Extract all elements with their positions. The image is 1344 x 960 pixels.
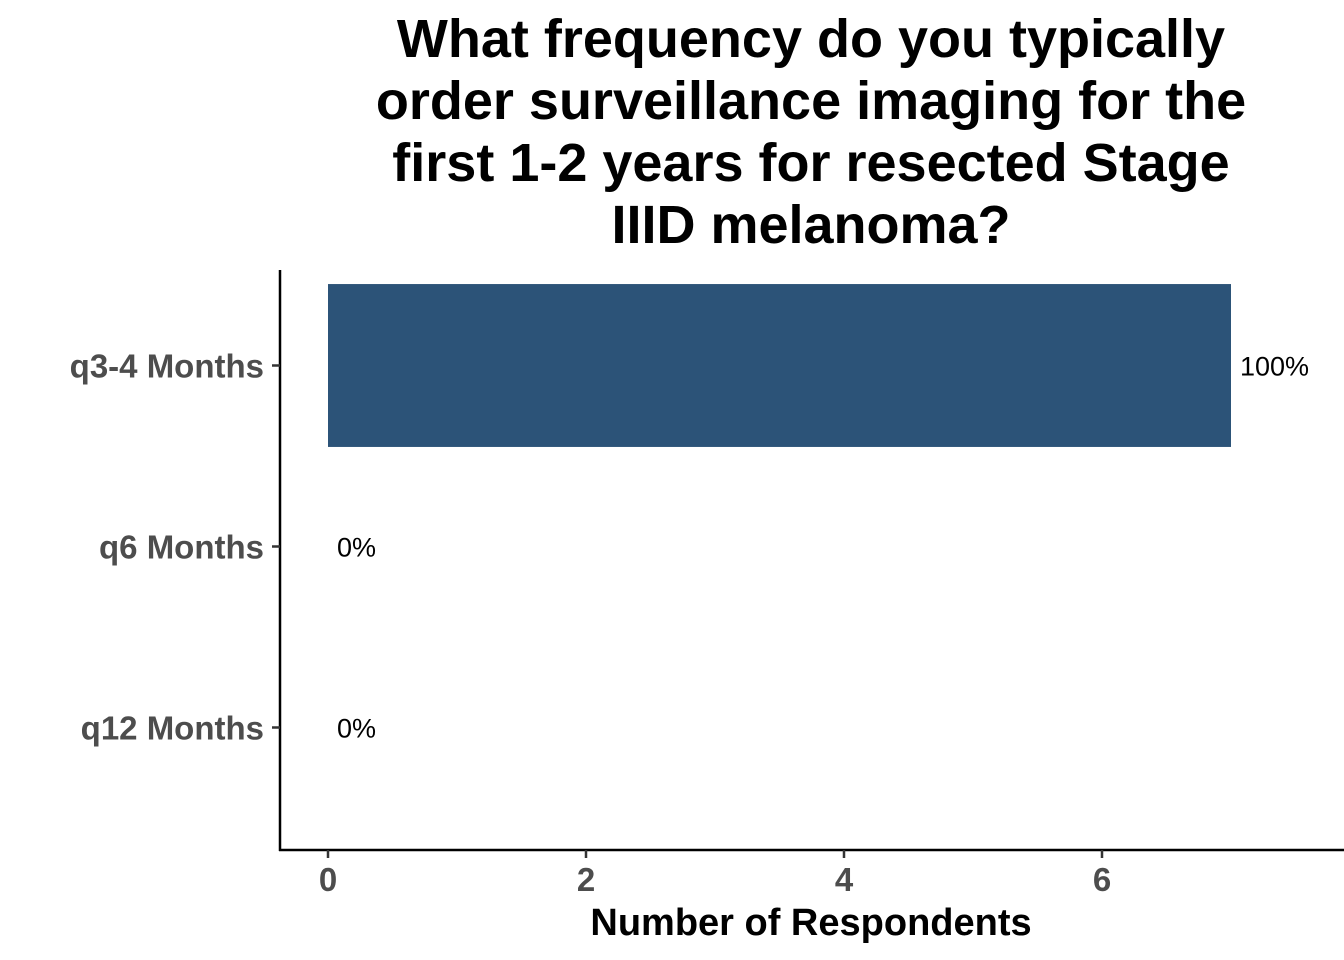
y-tick-label-q6-months: q6 Months xyxy=(99,529,264,566)
chart-title-line-2: order surveillance imaging for the xyxy=(376,71,1246,131)
data-label-q12-months: 0% xyxy=(337,714,376,744)
chart-title: What frequency do you typically order su… xyxy=(376,9,1246,255)
chart-title-line-3: first 1-2 years for resected Stage xyxy=(392,133,1229,193)
x-tick-label-0: 0 xyxy=(319,861,337,898)
x-axis-title: Number of Respondents xyxy=(590,902,1031,944)
y-axis-ticks: q3-4 Months q6 Months q12 Months xyxy=(70,348,280,747)
y-tick-label-q12-months: q12 Months xyxy=(81,710,264,747)
x-axis-ticks: 0 2 4 6 xyxy=(319,850,1111,898)
chart-title-line-1: What frequency do you typically xyxy=(397,9,1225,69)
y-tick-label-q3-4-months: q3-4 Months xyxy=(70,348,264,385)
x-tick-label-4: 4 xyxy=(835,861,854,898)
x-tick-label-2: 2 xyxy=(577,861,595,898)
bar-q3-4-months xyxy=(328,284,1231,447)
data-label-q3-4-months: 100% xyxy=(1240,352,1309,382)
data-labels: 100% 0% 0% xyxy=(337,352,1309,744)
chart-title-line-4: IIID melanoma? xyxy=(611,195,1010,255)
data-label-q6-months: 0% xyxy=(337,533,376,563)
bars xyxy=(328,284,1231,447)
x-tick-label-6: 6 xyxy=(1093,861,1111,898)
